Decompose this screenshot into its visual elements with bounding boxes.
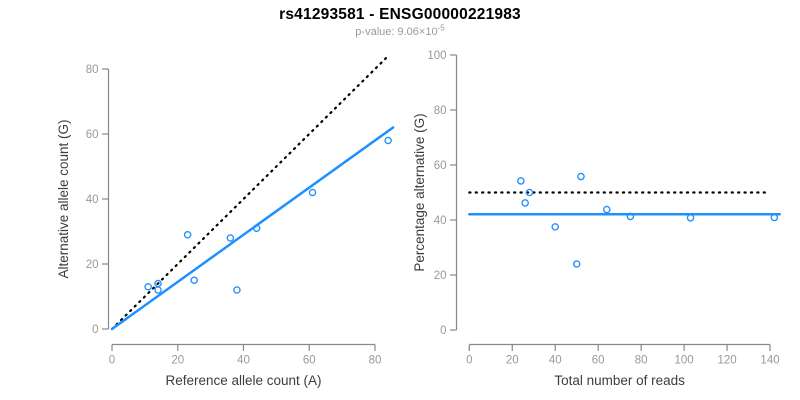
data-point: [525, 188, 534, 197]
x-tick-label: 40: [549, 355, 562, 367]
data-point: [308, 188, 317, 197]
fit-line: [110, 126, 395, 331]
x-tick-label: 140: [760, 355, 779, 367]
x-tick-label: 120: [717, 355, 736, 367]
data-point: [154, 286, 162, 294]
data-point: [572, 260, 581, 268]
data-point: [252, 224, 261, 233]
y-tick-label: 40: [86, 194, 99, 206]
data-point: [521, 199, 529, 207]
y-tick-label: 40: [434, 215, 447, 227]
x-tick-label: 60: [592, 355, 605, 367]
x-axis-title: Total number of reads: [554, 373, 685, 388]
y-tick-label: 60: [86, 129, 99, 141]
x-tick-label: 40: [237, 355, 250, 367]
data-point: [551, 223, 559, 231]
data-point: [686, 214, 695, 222]
data-point: [144, 282, 152, 291]
x-tick-label: 20: [171, 355, 184, 367]
data-point: [190, 276, 198, 285]
data-point: [183, 230, 192, 239]
data-point: [233, 286, 241, 294]
y-tick-label: 20: [86, 259, 99, 271]
data-point: [384, 136, 392, 145]
x-tick-label: 20: [506, 355, 519, 367]
y-tick-label: 80: [86, 64, 99, 76]
data-point: [517, 177, 525, 185]
identity-line: [110, 54, 390, 331]
y-tick-label: 0: [440, 325, 446, 337]
data-point: [226, 234, 235, 242]
y-axis-title: Percentage alternative (G): [412, 113, 427, 271]
x-tick-label: 0: [466, 355, 472, 367]
x-tick-label: 60: [303, 355, 316, 367]
data-point: [770, 213, 779, 222]
y-axis-title: Alternative allele count (G): [56, 119, 71, 278]
x-tick-label: 80: [369, 355, 382, 367]
x-tick-label: 0: [109, 355, 115, 367]
y-tick-label: 60: [434, 160, 447, 172]
x-tick-label: 80: [635, 355, 648, 367]
data-point: [626, 212, 635, 221]
y-tick-label: 100: [427, 50, 446, 62]
data-point: [602, 205, 611, 214]
y-tick-label: 0: [92, 324, 98, 336]
x-axis-title: Reference allele count (A): [165, 373, 321, 388]
y-tick-label: 80: [434, 105, 447, 117]
data-point: [577, 172, 585, 181]
x-tick-label: 100: [675, 355, 694, 367]
y-tick-label: 20: [434, 270, 447, 282]
